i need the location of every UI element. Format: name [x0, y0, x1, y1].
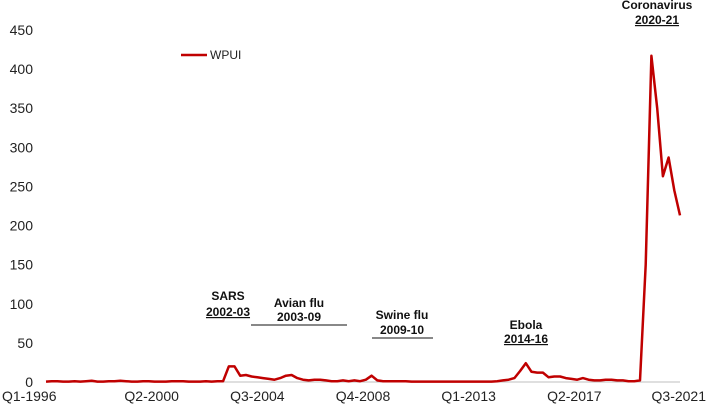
annotation-ebola: Ebola 2014-16 [504, 318, 548, 346]
y-tick-label: 50 [17, 335, 33, 351]
y-tick-label: 100 [10, 296, 34, 312]
y-tick-label: 350 [10, 100, 34, 116]
annotation-ebola-name: Ebola [510, 318, 543, 332]
annotation-swine-flu-years: 2009-10 [380, 323, 424, 337]
annotation-avian-flu-name: Avian flu [274, 296, 324, 310]
x-tick-label: Q2-2000 [124, 388, 179, 404]
y-tick-label: 200 [10, 218, 34, 234]
x-tick-label: Q1-2013 [441, 388, 496, 404]
annotation-sars-name: SARS [211, 289, 244, 303]
annotation-avian-flu: Avian flu 2003-09 [251, 296, 347, 326]
annotation-coronavirus: Coronavirus 2020-21 [622, 0, 693, 27]
x-tick-label: Q4-2008 [336, 388, 391, 404]
annotation-ebola-years: 2014-16 [504, 332, 548, 346]
annotation-sars-years: 2002-03 [206, 305, 250, 319]
x-axis-tick-labels: Q1-1996 Q2-2000 Q3-2004 Q4-2008 Q1-2013 Q2-20… [2, 388, 706, 404]
y-tick-label: 0 [25, 374, 33, 390]
annotation-swine-flu: Swine flu 2009-10 [372, 308, 433, 339]
y-axis-tick-labels: 0 50 100 150 200 250 300 350 400 450 [10, 22, 34, 390]
annotation-sars: SARS 2002-03 [206, 289, 250, 319]
y-tick-label: 300 [10, 139, 34, 155]
annotation-coronavirus-name: Coronavirus [622, 0, 693, 12]
x-tick-label: Q3-2004 [230, 388, 285, 404]
legend: WPUI [181, 48, 241, 62]
legend-label-wpui: WPUI [210, 48, 241, 62]
y-tick-label: 450 [10, 22, 34, 38]
annotation-avian-flu-years: 2003-09 [277, 310, 321, 324]
y-tick-label: 250 [10, 178, 34, 194]
x-tick-label: Q3-2021 [652, 388, 707, 404]
x-tick-label: Q1-1996 [2, 388, 57, 404]
annotation-swine-flu-name: Swine flu [376, 308, 429, 322]
annotation-coronavirus-years: 2020-21 [635, 13, 679, 27]
x-tick-label: Q2-2017 [547, 388, 602, 404]
y-tick-label: 150 [10, 257, 34, 273]
y-tick-label: 400 [10, 61, 34, 77]
series-line-wpui [45, 54, 682, 383]
